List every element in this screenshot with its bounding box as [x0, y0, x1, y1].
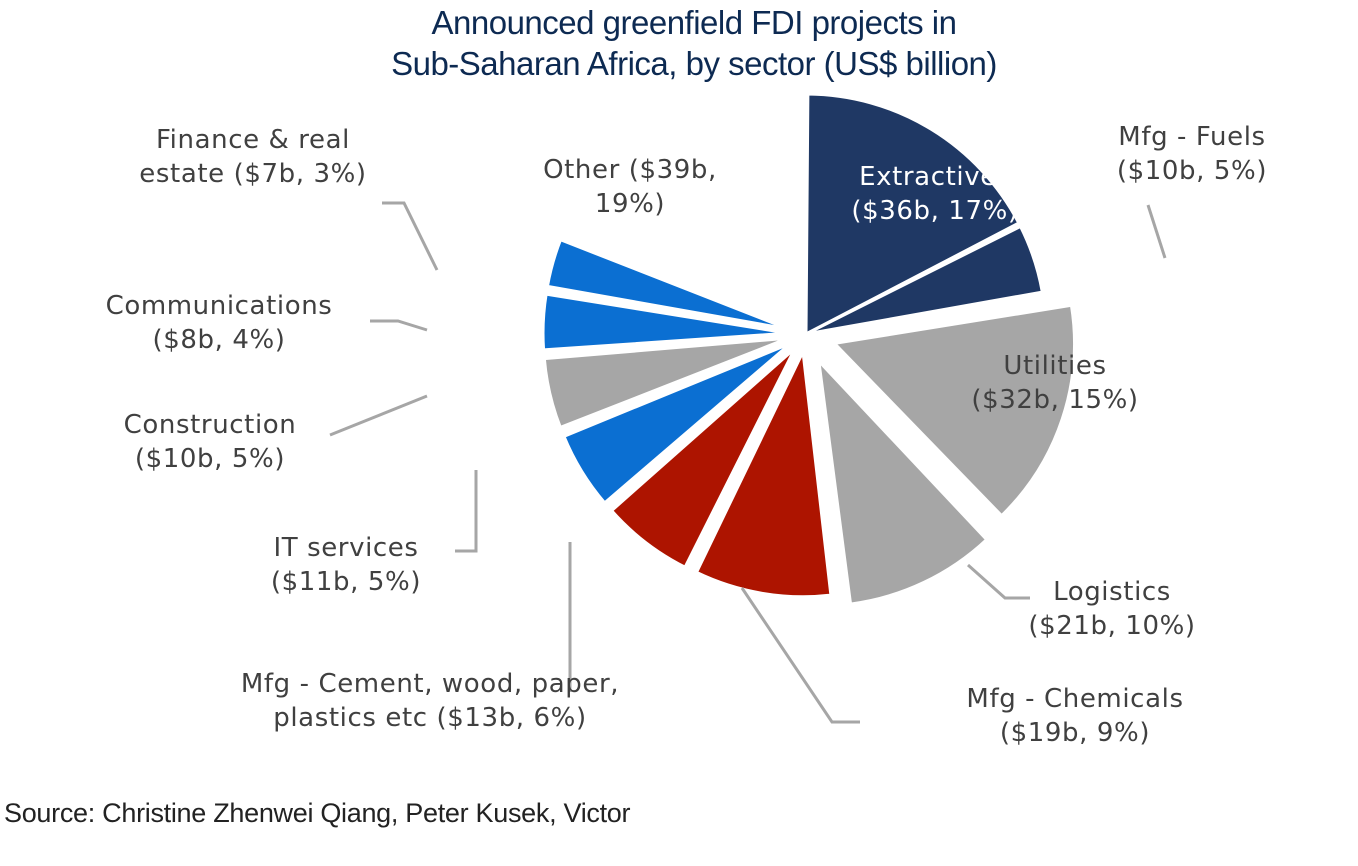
slice-label: Utilities ($32b, 15%) [971, 351, 1138, 415]
slice-label-line: ($10b, 5%) [1117, 156, 1267, 186]
slice-label: Other ($39b, 19%) [543, 155, 717, 219]
slice-label-line: ($32b, 15%) [971, 385, 1138, 415]
leader-line [455, 470, 478, 553]
slice-label: Logistics ($21b, 10%) [1028, 577, 1195, 641]
slice-label-line: Communications [106, 291, 333, 321]
slice-label: Mfg - Chemicals ($19b, 9%) [966, 684, 1183, 748]
slice-label-line: Utilities [1003, 351, 1106, 381]
slice-label-line: ($10b, 5%) [135, 444, 285, 474]
slice-label: IT services ($11b, 5%) [271, 533, 421, 597]
slice-label-line: Construction [124, 410, 297, 440]
pie-slice-mfg-chemicals [694, 346, 833, 599]
slice-label-line: 19%) [595, 189, 665, 219]
slice-label-line: Extractives [859, 162, 1011, 192]
chart-title-line-2: Sub-Saharan Africa, by sector (US$ billi… [391, 45, 997, 82]
slice-label-line: Finance & real [156, 125, 350, 155]
pie-slice-logistics [816, 356, 989, 606]
slice-label-line: Mfg - Fuels [1118, 122, 1265, 152]
chart-title: Announced greenfield FDI projects in Sub… [0, 2, 1358, 84]
source-note: Source: Christine Zhenwei Qiang, Peter K… [4, 798, 631, 828]
leader-line [1146, 204, 1167, 259]
slice-label-line: IT services [273, 533, 418, 563]
pie-chart: Extractives ($36b, 17%) Mfg - Fuels ($10b, … [106, 92, 1267, 748]
pie-slice-utilities [831, 303, 1076, 518]
leader-line [740, 587, 860, 724]
slice-label-line: Other ($39b, [543, 155, 717, 185]
slice-label: Finance & real estate ($7b, 3%) [139, 125, 366, 189]
leader-line [370, 319, 428, 332]
chart-title-line-1: Announced greenfield FDI projects in [431, 4, 958, 41]
slice-label-line: plastics etc ($13b, 6%) [273, 703, 586, 733]
slice-label-line: ($8b, 4%) [152, 325, 285, 355]
leader-line [967, 563, 1030, 600]
pie-slice-mfg-cement-wood-paper-plastics-etc [609, 347, 797, 570]
pie-slice-mfg-fuels [805, 224, 1045, 336]
slice-label-line: Logistics [1053, 577, 1171, 607]
slice-label-line: ($11b, 5%) [271, 567, 421, 597]
slice-label-line: Mfg - Cement, wood, paper, [241, 669, 619, 699]
slice-label-line: estate ($7b, 3%) [139, 159, 366, 189]
slice-label: Mfg - Cement, wood, paper, plastics etc (… [241, 669, 619, 733]
leader-line [382, 201, 439, 271]
leader-line [329, 394, 428, 437]
slice-label: Communications ($8b, 4%) [106, 291, 333, 355]
slice-label-line: Mfg - Chemicals [966, 684, 1183, 714]
slice-label-line: ($19b, 9%) [1000, 718, 1150, 748]
slice-label: Extractives ($36b, 17%) [851, 162, 1018, 226]
pie-slice-communications [541, 292, 789, 352]
slice-label-line: ($21b, 10%) [1028, 611, 1195, 641]
pie-slice-construction [542, 336, 790, 430]
pie-slice-finance-real-estate [545, 237, 790, 331]
slice-label: Mfg - Fuels ($10b, 5%) [1117, 122, 1267, 186]
pie-slice-extractives [804, 92, 1021, 337]
pie-slice-it-services [562, 342, 792, 506]
slice-label-line: ($36b, 17%) [851, 196, 1018, 226]
slice-label: Construction ($10b, 5%) [124, 410, 297, 474]
